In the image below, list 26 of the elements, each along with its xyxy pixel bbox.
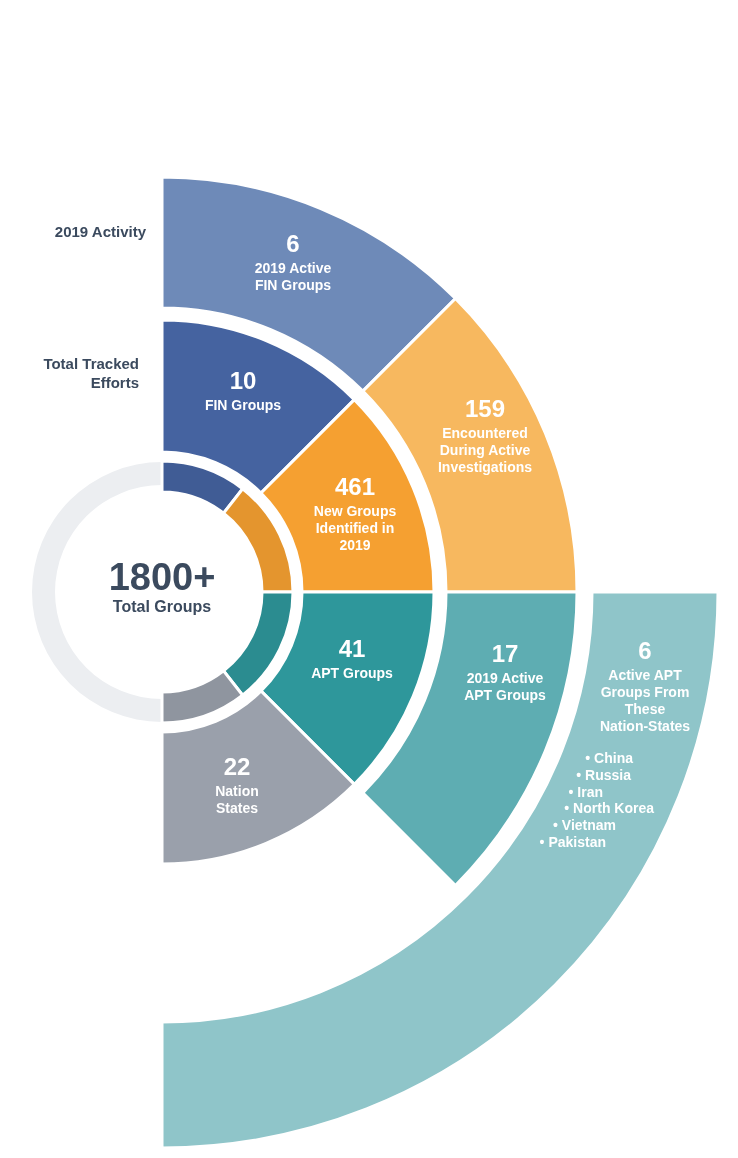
data-label: 6: [638, 636, 652, 664]
data-label: 1800+: [108, 556, 216, 599]
text: • Vietnam: [553, 816, 616, 833]
category-label: Active APT Groups From These Nation-States: [599, 666, 691, 734]
text: • China: [585, 749, 634, 766]
category-label: 2019 Active APT Groups: [464, 669, 547, 703]
text: • Iran: [568, 783, 603, 800]
data-label: 6: [286, 229, 300, 257]
data-label: 17: [491, 639, 519, 667]
category-label: Total Groups: [112, 598, 212, 616]
category-label: New Groups Identified in 2019: [313, 502, 397, 553]
category-label: 2019 Active FIN Groups: [254, 259, 332, 293]
data-label: 41: [338, 634, 366, 662]
category-label: Encountered During Active Investigations: [437, 424, 533, 475]
text: • Russia: [576, 766, 632, 783]
data-label: 159: [464, 394, 506, 422]
category-label: FIN Groups: [204, 396, 282, 413]
text: 2019 Activity: [54, 223, 147, 241]
text: • North Korea: [564, 799, 655, 816]
text: • Pakistan: [539, 833, 606, 850]
data-label: 10: [229, 366, 257, 394]
category-label: Nation States: [215, 782, 259, 816]
data-label: 461: [334, 472, 376, 500]
category-label: APT Groups: [311, 664, 394, 681]
text: Total Tracked Efforts: [43, 355, 139, 392]
data-label: 22: [223, 752, 251, 780]
